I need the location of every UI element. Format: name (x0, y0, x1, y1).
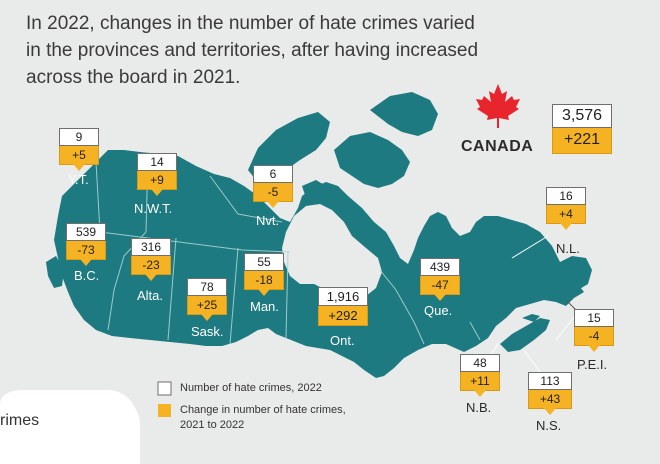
label-sk: Sask. (191, 324, 224, 339)
legend-change-label-2: 2021 to 2022 (180, 419, 245, 431)
tag-bc: 539 -73 (66, 223, 106, 266)
pei (522, 314, 540, 322)
count-nwt: 14 (137, 153, 177, 171)
count-yt: 9 (59, 128, 99, 146)
label-pe: P.E.I. (577, 357, 608, 372)
change-nb: +11 (460, 372, 500, 397)
tag-sk: 78 +25 (187, 278, 227, 321)
arctic-islands (248, 112, 330, 180)
change-ns: +43 (528, 390, 572, 415)
newfoundland (560, 256, 592, 290)
change-bc: -73 (66, 241, 106, 266)
change-pe: -4 (574, 327, 614, 352)
change-nvt: -5 (253, 183, 293, 208)
footer-panel (0, 390, 140, 464)
count-on: 1,916 (318, 287, 368, 306)
headline-line-1: In 2022, changes in the number of hate c… (26, 13, 475, 34)
count-ns: 113 (528, 372, 572, 390)
headline-line-2: in the provinces and territories, after … (26, 40, 479, 61)
maple-leaf-icon (476, 84, 520, 128)
count-ab: 316 (131, 238, 171, 256)
change-nwt: +9 (137, 171, 177, 196)
tag-ns: 113 +43 (528, 372, 572, 415)
legend-change-label-1: Change in number of hate crimes, (180, 404, 346, 416)
count-nb: 48 (460, 354, 500, 372)
change-qc: -47 (420, 276, 460, 301)
count-qc: 439 (420, 258, 460, 276)
change-nl: +4 (546, 205, 586, 230)
change-sk: +25 (187, 296, 227, 321)
label-nvt: Nvt. (256, 213, 280, 228)
count-nvt: 6 (253, 165, 293, 183)
legend-change-swatch (158, 404, 171, 417)
change-on: +292 (318, 306, 368, 326)
vancouver-island (46, 256, 64, 288)
footer-fragment: rimes (0, 412, 40, 429)
label-ab: Alta. (137, 288, 164, 303)
national-tag: 3,576 +221 (552, 104, 612, 154)
tag-pe: 15 -4 (574, 309, 614, 352)
count-sk: 78 (187, 278, 227, 296)
change-mb: -18 (244, 271, 284, 296)
national-change: +221 (552, 128, 612, 154)
headline: In 2022, changes in the number of hate c… (26, 10, 546, 91)
hudson-bay (282, 204, 382, 304)
tag-yt: 9 +5 (59, 128, 99, 171)
label-nb: N.B. (466, 400, 492, 415)
national-count: 3,576 (552, 104, 612, 128)
label-ns: N.S. (536, 418, 562, 433)
tag-nb: 48 +11 (460, 354, 500, 397)
tag-nwt: 14 +9 (137, 153, 177, 196)
count-nl: 16 (546, 187, 586, 205)
national-label: CANADA (461, 138, 534, 155)
label-nwt: N.W.T. (134, 201, 173, 216)
tag-ab: 316 -23 (131, 238, 171, 281)
change-ab: -23 (131, 256, 171, 281)
label-qc: Que. (424, 303, 453, 318)
count-mb: 55 (244, 253, 284, 271)
tag-nvt: 6 -5 (253, 165, 293, 208)
count-bc: 539 (66, 223, 106, 241)
tag-nl: 16 +4 (546, 187, 586, 230)
nova-scotia (500, 318, 550, 352)
label-mb: Man. (250, 299, 279, 314)
tag-on: 1,916 +292 (318, 287, 368, 326)
label-on: Ont. (330, 333, 355, 348)
label-nl: N.L. (556, 241, 580, 256)
tag-mb: 55 -18 (244, 253, 284, 296)
tag-qc: 439 -47 (420, 258, 460, 301)
headline-line-3: across the board in 2021. (26, 67, 241, 88)
legend-count-label: Number of hate crimes, 2022 (180, 382, 322, 394)
label-yt: Y.T. (68, 172, 89, 187)
legend-count-swatch (157, 381, 172, 396)
count-pe: 15 (574, 309, 614, 327)
label-bc: B.C. (74, 268, 100, 283)
change-yt: +5 (59, 146, 99, 171)
